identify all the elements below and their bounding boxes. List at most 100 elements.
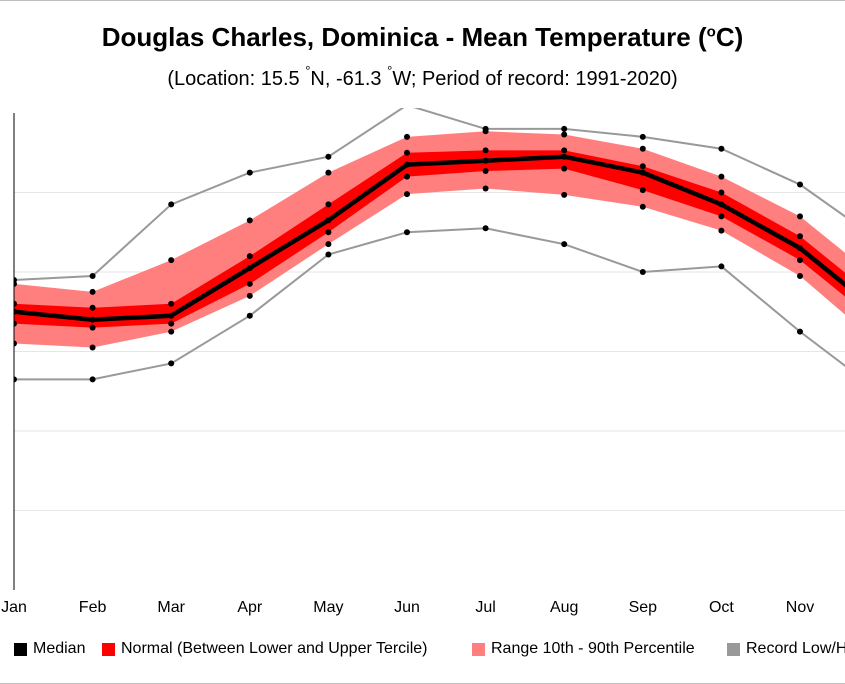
median-point	[797, 245, 803, 252]
record_high-point	[406, 108, 408, 109]
record_high-point	[89, 272, 96, 279]
p10-point	[797, 272, 803, 279]
upper_tercile-point	[168, 300, 175, 307]
record_low-point	[404, 229, 410, 236]
p10-point	[89, 344, 96, 351]
p90-point	[14, 280, 17, 287]
p10-point	[325, 241, 332, 248]
upper_tercile-point	[639, 163, 646, 170]
median-point	[718, 201, 725, 208]
record-high-line	[14, 108, 845, 281]
x-tick-label: Oct	[709, 599, 734, 616]
x-tick-label: Sep	[629, 599, 658, 616]
lower_tercile-point	[325, 229, 332, 236]
p10-point	[561, 191, 568, 198]
chart-title-unit: C)	[715, 22, 744, 52]
median-point	[639, 169, 646, 176]
x-tick-label: Jan	[1, 599, 27, 616]
lower_tercile-point	[404, 173, 410, 180]
upper_tercile-point	[797, 233, 803, 240]
lower_tercile-point	[718, 213, 725, 220]
lower_tercile-point	[482, 168, 489, 175]
record_high-point	[168, 201, 175, 208]
x-tick-label: Jul	[475, 599, 495, 616]
upper_tercile-point	[404, 149, 410, 156]
legend-label: Normal (Between Lower and Upper Tercile)	[121, 640, 428, 657]
lower_tercile-point	[797, 257, 803, 264]
p90-point	[325, 169, 332, 176]
p90-point	[797, 213, 803, 220]
record_high-point	[246, 169, 253, 176]
subtitle-degree-lon: °	[387, 63, 393, 78]
legend-item: Range 10th - 90th Percentile	[472, 640, 695, 658]
x-tick-label: Mar	[157, 599, 185, 616]
median-point	[404, 161, 410, 168]
legend-swatch	[102, 642, 115, 656]
median-line	[14, 154, 845, 322]
median-point	[168, 312, 175, 319]
record_high-point	[561, 125, 568, 132]
chart-title-text: Douglas Charles, Dominica - Mean Tempera…	[101, 22, 707, 52]
x-tick-label: Nov	[786, 599, 814, 616]
lower_tercile-point	[168, 320, 175, 327]
lower_tercile-point	[89, 324, 96, 331]
legend-swatch	[727, 642, 740, 656]
p10-point	[246, 292, 253, 299]
upper_tercile-point	[482, 147, 489, 154]
p10-point	[718, 227, 725, 234]
median-point	[482, 157, 489, 164]
plot-area	[14, 108, 845, 383]
record_low-point	[561, 241, 568, 248]
p10-point	[404, 191, 410, 198]
lower_tercile-point	[561, 165, 568, 172]
record_low-point	[168, 360, 175, 367]
record_low-point	[797, 328, 803, 335]
chart-subtitle: (Location: 15.5 °N, -61.3 °W; Period of …	[0, 63, 845, 91]
upper_tercile-point	[14, 300, 17, 307]
legend-item: Record Low/High	[727, 640, 845, 658]
p90-point	[561, 131, 568, 138]
p90-point	[168, 257, 175, 264]
record_high-point	[325, 153, 332, 160]
legend-label: Record Low/High	[746, 640, 845, 657]
record_low-point	[639, 269, 646, 275]
legend-item: Normal (Between Lower and Upper Tercile)	[102, 640, 428, 658]
p10-point	[14, 340, 17, 347]
record_low-point	[246, 312, 253, 319]
legend-swatch	[472, 642, 485, 656]
x-tick-label: Feb	[79, 599, 107, 616]
subtitle-longitude: N, -61.3	[310, 68, 388, 90]
median-point	[561, 153, 568, 160]
upper_tercile-point	[718, 189, 725, 196]
record_low-point	[14, 376, 17, 383]
subtitle-location: (Location: 15.5	[167, 68, 306, 90]
x-tick-label: Jun	[394, 599, 420, 616]
p10-point	[168, 328, 175, 335]
p90-point	[482, 128, 489, 135]
record_low-point	[482, 225, 489, 232]
x-tick-label: May	[313, 599, 343, 616]
record_high-point	[639, 133, 646, 140]
upper_tercile-point	[89, 304, 96, 311]
chart-title-superscript: o	[706, 23, 716, 41]
lower_tercile-point	[639, 187, 646, 194]
median-point	[246, 265, 253, 272]
median-point	[89, 316, 96, 323]
upper_tercile-point	[246, 253, 253, 260]
record_low-point	[325, 251, 332, 258]
p90-point	[246, 217, 253, 224]
p10-point	[482, 185, 489, 192]
chart-title: Douglas Charles, Dominica - Mean Tempera…	[0, 22, 845, 53]
median-point	[14, 308, 17, 315]
p90-point	[404, 133, 410, 140]
lower_tercile-point	[14, 320, 17, 327]
p90-point	[89, 288, 96, 295]
legend-item: Median	[14, 640, 85, 658]
record_high-point	[718, 145, 725, 152]
legend-label: Median	[33, 640, 86, 657]
legend-label: Range 10th - 90th Percentile	[491, 640, 695, 657]
upper_tercile-point	[561, 147, 568, 154]
p90-point	[639, 145, 646, 152]
subtitle-degree-lat: °	[305, 63, 311, 78]
